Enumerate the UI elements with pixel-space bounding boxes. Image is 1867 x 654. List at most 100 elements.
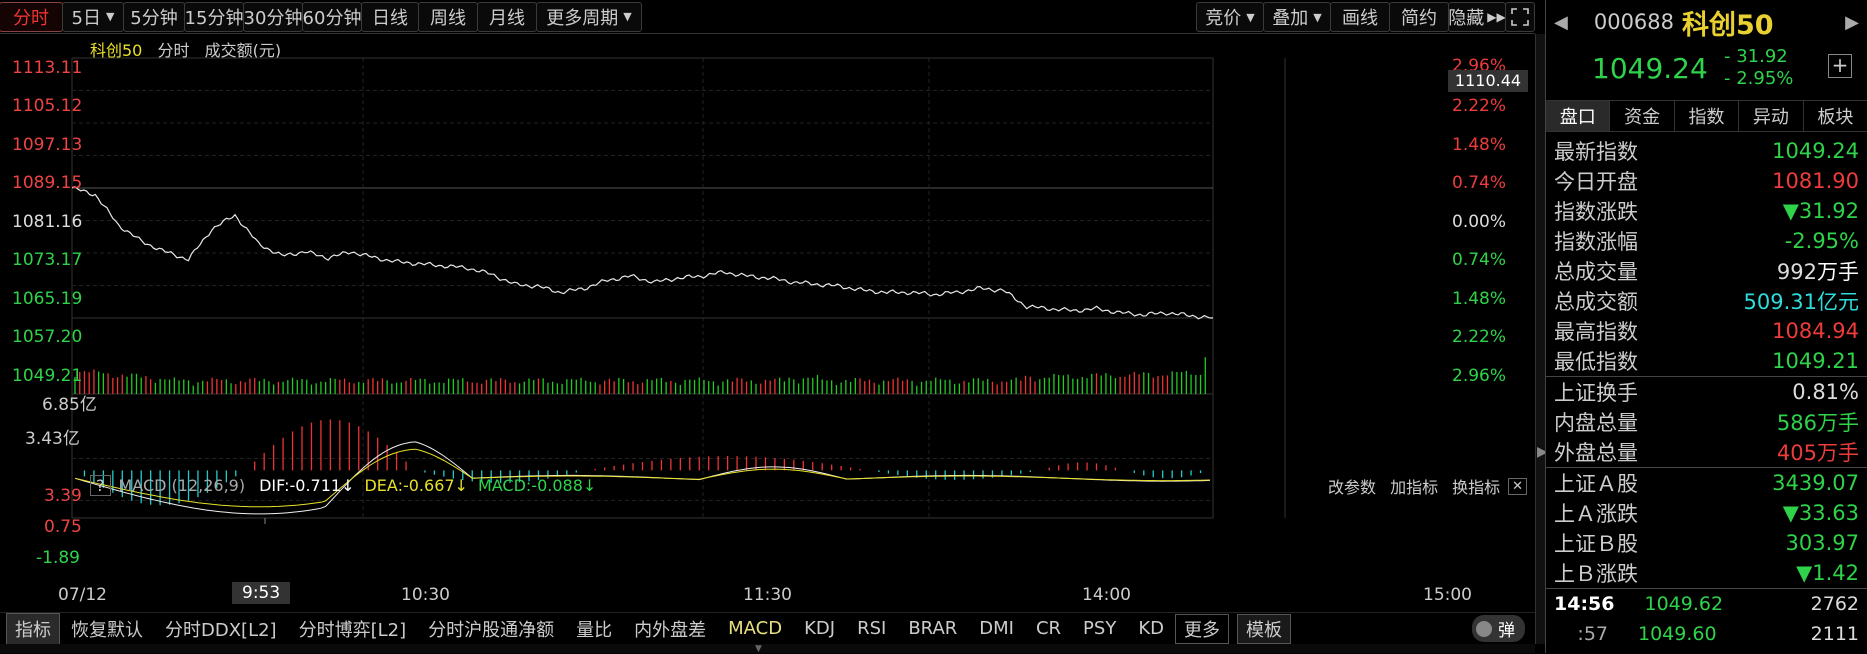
dea-line [74, 448, 1211, 508]
stat-value: 992 [1776, 260, 1817, 284]
more-periods-dropdown[interactable]: 更多周期 ▼ [536, 1, 642, 32]
price-tick: 1097.13 [12, 135, 83, 155]
pct-tick: 2.22% [1452, 96, 1507, 116]
hide-button[interactable]: 隐藏 ▶▶ [1448, 2, 1506, 32]
game-tab[interactable]: 分时博弈[L2] [298, 619, 407, 641]
time-tick: 11:30 [743, 585, 792, 605]
time-start: 07/12 [58, 585, 107, 605]
northbound-tab[interactable]: 分时沪股通净额 [428, 619, 555, 641]
tab-30min[interactable]: 30分钟 [243, 1, 303, 32]
macd-tick: 0.75 [44, 517, 82, 537]
stat-unit: 万手 [1817, 411, 1859, 435]
stat-value: 586 [1776, 411, 1817, 435]
panel-splitter[interactable]: ▶ [1535, 34, 1548, 644]
tick-row: 14:56 1049.62 2762 [1546, 589, 1867, 619]
stat-row: 上Ｂ涨跌 ▼1.42 [1546, 558, 1867, 588]
stat-row: 指数涨跌 ▼31.92 [1546, 196, 1867, 226]
stat-row: 上证换手 0.81% [1546, 377, 1867, 407]
stat-unit: 万手 [1817, 260, 1859, 284]
more-indicators-button[interactable]: 更多 [1175, 613, 1229, 644]
add-watchlist-icon[interactable]: + [1828, 54, 1852, 78]
chevron-down-icon: ▼ [623, 10, 632, 23]
stat-row: 最新指数 1049.24 [1546, 136, 1867, 166]
chevron-down-icon[interactable]: ▼ [755, 644, 762, 654]
draw-line-button[interactable]: 画线 [1330, 2, 1390, 32]
tab-anomaly[interactable]: 异动 [1739, 101, 1804, 131]
add-indicator-button[interactable]: 加指标 [1390, 478, 1439, 497]
tab-60min[interactable]: 60分钟 [302, 1, 362, 32]
restore-default-button[interactable]: 恢复默认 [71, 619, 143, 641]
cr-tab[interactable]: CR [1035, 618, 1062, 639]
rsi-tab[interactable]: RSI [857, 618, 887, 639]
time-tick: 14:00 [1082, 585, 1131, 605]
tab-monthly[interactable]: 月线 [477, 1, 537, 32]
stat-label: 最新指数 [1554, 140, 1638, 164]
dmi-tab[interactable]: DMI [979, 618, 1014, 639]
stat-row: 上证Ｂ股 303.97 [1546, 528, 1867, 558]
fullscreen-icon[interactable] [1505, 2, 1535, 32]
volume-tick: 3.43亿 [25, 429, 80, 449]
chart-area[interactable]: 科创50 分时 成交额(元) 1113.11 1105.12 1097.13 1… [0, 34, 1535, 614]
price-change-pct: - 2.95% [1724, 68, 1794, 89]
stat-label: 指数涨跌 [1554, 200, 1638, 224]
stat-value: 1049.21 [1772, 349, 1859, 373]
pct-tick: 1.48% [1452, 289, 1507, 309]
template-button[interactable]: 模板 [1237, 613, 1291, 644]
kd-tab[interactable]: KD [1138, 618, 1164, 639]
pct-tick: 0.74% [1452, 250, 1507, 270]
next-stock-icon[interactable]: ▶ [1845, 11, 1859, 33]
hide-label: 隐藏 [1448, 8, 1485, 29]
prev-stock-icon[interactable]: ◀ [1554, 11, 1568, 33]
pct-tick: 0.74% [1452, 173, 1507, 193]
macd-tick: -1.89 [36, 548, 80, 568]
stat-value: 3439.07 [1772, 471, 1859, 495]
brar-tab[interactable]: BRAR [908, 618, 958, 639]
stat-value: 1049.24 [1772, 139, 1859, 163]
switch-indicator-button[interactable]: 换指标 [1452, 478, 1501, 497]
tab-weekly[interactable]: 周线 [418, 1, 478, 32]
kdj-tab[interactable]: KDJ [804, 618, 836, 639]
auction-dropdown[interactable]: 竞价 ▼ [1196, 2, 1264, 32]
tab-funds[interactable]: 资金 [1610, 101, 1675, 131]
macd-value: MACD:-0.088↓ [477, 475, 597, 495]
overlay-dropdown[interactable]: 叠加 ▼ [1263, 2, 1331, 32]
stat-row: 总成交额 509.31亿元 [1546, 286, 1867, 316]
ddx-tab[interactable]: 分时DDX[L2] [165, 619, 277, 641]
indicator-bar: 指标 恢复默认 分时DDX[L2] 分时博弈[L2] 分时沪股通净额 量比 内外… [0, 612, 1535, 645]
indicator-button[interactable]: 指标 [6, 612, 60, 645]
tab-5day[interactable]: 5日 ▼ [62, 1, 124, 32]
tab-5day-label: 5日 [71, 7, 101, 29]
price-tick: 1113.11 [12, 58, 83, 78]
tick-volume: 2111 [1810, 623, 1859, 645]
stat-row: 上证Ａ股 3439.07 [1546, 468, 1867, 498]
tick-price: 1049.62 [1644, 593, 1724, 615]
macd-dea: DEA:-0.667↓ [364, 475, 468, 495]
help-icon[interactable]: ? [90, 474, 111, 496]
macd-tab[interactable]: MACD [728, 618, 783, 639]
stat-value: 405 [1776, 441, 1817, 465]
close-icon[interactable]: ✕ [1508, 477, 1527, 495]
tab-daily[interactable]: 日线 [361, 1, 419, 32]
price-tick: 1073.17 [12, 250, 83, 270]
stat-value: 303.97 [1785, 531, 1859, 555]
volume-ratio-tab[interactable]: 量比 [576, 619, 613, 641]
tab-timeshare[interactable]: 分时 [0, 1, 63, 32]
quote-title-bar: ◀ 000688 科创50 ▶ [1546, 0, 1867, 44]
quote-stats: 最新指数 1049.24 今日开盘 1081.90 指数涨跌 ▼31.92 指数涨幅 -… [1546, 132, 1867, 649]
price-line [71, 186, 1214, 320]
popup-toggle[interactable]: 弹 [1472, 615, 1525, 642]
simple-mode-button[interactable]: 简约 [1389, 2, 1449, 32]
stat-label: 总成交量 [1554, 260, 1638, 284]
change-params-button[interactable]: 改参数 [1328, 478, 1377, 497]
stat-label: 上Ｂ涨跌 [1554, 562, 1638, 586]
tab-15min[interactable]: 15分钟 [184, 1, 244, 32]
tab-index[interactable]: 指数 [1675, 101, 1740, 131]
tick-volume: 2762 [1810, 593, 1859, 615]
chevron-down-icon: ▼ [106, 10, 115, 23]
tab-orderbook[interactable]: 盘口 [1546, 101, 1611, 131]
overlay-label: 叠加 [1272, 8, 1309, 29]
tab-5min[interactable]: 5分钟 [123, 1, 185, 32]
psy-tab[interactable]: PSY [1083, 618, 1117, 639]
inner-outer-tab[interactable]: 内外盘差 [634, 619, 707, 641]
tab-sector[interactable]: 板块 [1817, 107, 1854, 128]
